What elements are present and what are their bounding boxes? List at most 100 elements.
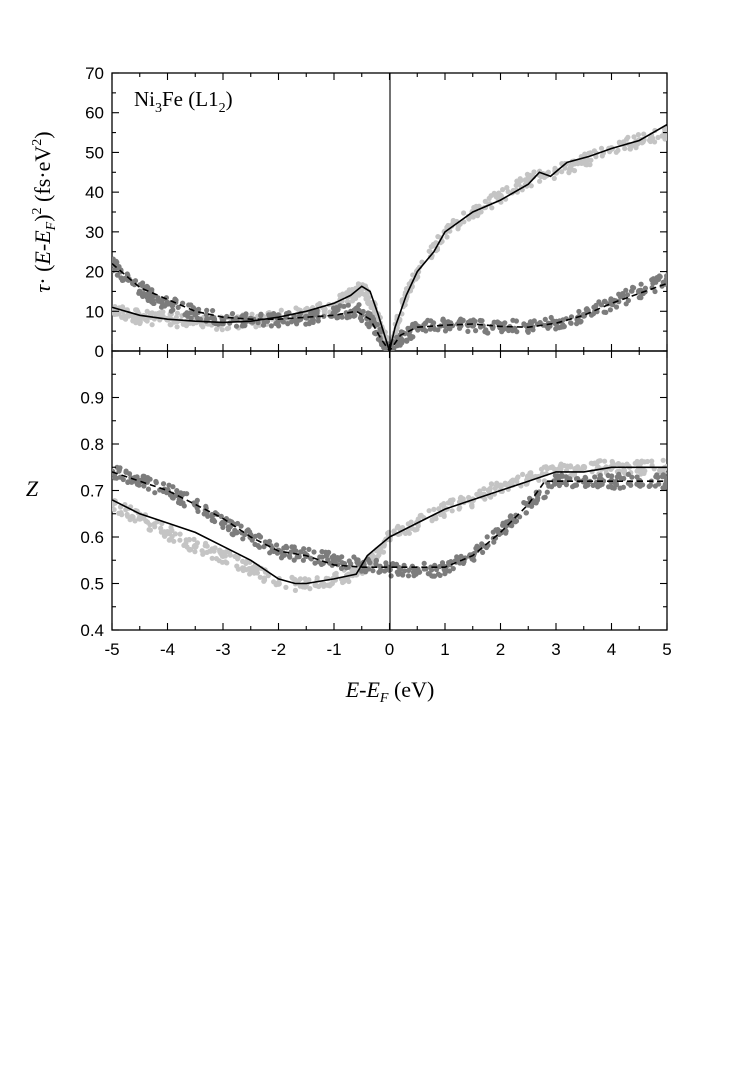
bottom-scatter-dot [592, 474, 598, 480]
bottom-scatter-dot [225, 524, 231, 530]
top-scatter-dot [621, 139, 627, 145]
bottom-scatter-dot [498, 484, 504, 490]
bottom-scatter-dot [479, 541, 485, 547]
top-scatter-dot [315, 318, 321, 324]
bottom-scatter-dot [641, 459, 648, 465]
bottom-scatter-dot [536, 477, 542, 483]
top-scatter-dot [433, 240, 439, 246]
top-scatter-dot [345, 302, 351, 308]
top-scatter-dot [635, 132, 642, 138]
bottom-scatter-dot [435, 571, 441, 577]
bottom-scatter-dot [339, 554, 345, 560]
top-scatter-dot [457, 325, 463, 331]
bottom-scatter-dot [235, 520, 241, 527]
top-scatter-dot [229, 311, 236, 317]
top-scatter-dot [432, 326, 438, 332]
bottom-scatter-dot [312, 582, 318, 588]
top-scatter-dot [120, 277, 126, 283]
bottom-scatter-dot [436, 506, 442, 512]
bottom-scatter-dot [179, 492, 185, 498]
bottom-scatter-dot [261, 578, 267, 584]
top-scatter-dot [317, 301, 323, 307]
bottom-scatter-dot [489, 481, 495, 487]
bottom-scatter-dot [657, 467, 663, 473]
top-scatter-dot [148, 293, 154, 299]
top-scatter-dot [627, 146, 634, 152]
bottom-y-tick-label: 0.8 [80, 435, 104, 454]
bottom-scatter-dot [292, 587, 298, 594]
top-scatter-dot [139, 283, 146, 289]
top-scatter-dot [255, 320, 261, 326]
top-scatter-dot [338, 294, 344, 300]
top-y-tick-label: 20 [85, 263, 104, 282]
top-scatter-dot [173, 297, 179, 303]
top-scatter-dot [170, 307, 176, 313]
bottom-scatter-dot [433, 566, 440, 573]
top-scatter-dot [415, 274, 421, 280]
bottom-scatter-dot [254, 570, 260, 576]
top-scatter-dot [174, 324, 180, 330]
bottom-scatter-dot [234, 563, 240, 569]
bottom-scatter-dot [542, 494, 548, 500]
bottom-scatter-dot [508, 513, 514, 519]
top-scatter-dot [501, 321, 507, 327]
top-scatter-dot [603, 309, 609, 315]
bottom-scatter-dot [116, 468, 122, 474]
top-scatter-dot [601, 298, 608, 304]
bottom-scatter-dot [301, 546, 307, 552]
top-scatter-dot [379, 342, 385, 348]
top-scatter-dot [461, 210, 467, 216]
top-scatter-dot [406, 332, 412, 338]
bottom-scatter-dot [431, 506, 437, 512]
bottom-scatter-dot [620, 462, 626, 468]
top-scatter-dot [475, 211, 481, 217]
bottom-scatter-dot [546, 483, 552, 489]
bottom-scatter-dot [652, 483, 659, 489]
bottom-scatter-dot [610, 460, 616, 466]
top-scatter-dot [276, 323, 282, 329]
bottom-scatter-dot [171, 538, 177, 544]
bottom-scatter-dot [481, 486, 487, 492]
bottom-scatter-dot [194, 540, 200, 546]
bottom-scatter-dot [543, 464, 549, 470]
top-scatter-dot [513, 318, 520, 324]
bottom-scatter-dot [373, 561, 379, 567]
compound-annotation: Ni3Fe (L12) [134, 87, 233, 116]
top-scatter-dot [656, 273, 663, 279]
top-scatter-dot [583, 161, 589, 168]
bottom-scatter-dot [250, 569, 256, 575]
bottom-scatter-dot [370, 568, 376, 574]
top-scatter-dot [399, 340, 405, 346]
bottom-scatter-dot [448, 500, 455, 506]
bottom-scatter-dot [484, 534, 490, 540]
bottom-scatter-dot [450, 566, 456, 572]
bottom-scatter-dot [144, 519, 151, 525]
top-scatter-dot [157, 310, 163, 316]
bottom-scatter-dot [408, 519, 414, 525]
bottom-scatter-dot [609, 473, 615, 479]
top-scatter-dot [293, 305, 299, 311]
bottom-scatter-dot [112, 475, 118, 481]
bottom-scatter-dot [145, 486, 152, 492]
top-scatter-dot [203, 312, 209, 318]
bottom-scatter-dot [429, 518, 435, 524]
bottom-scatter-dot [252, 533, 259, 539]
bottom-scatter-dot [123, 469, 129, 475]
bottom-scatter-dot [402, 568, 408, 574]
top-scatter-dot [372, 330, 378, 336]
top-scatter-dot [607, 307, 614, 313]
bottom-scatter-dot [290, 548, 296, 554]
top-scatter-dot [354, 291, 360, 297]
bottom-scatter-dot [602, 458, 608, 464]
top-scatter-dot [294, 321, 300, 327]
bottom-scatter-dot [660, 457, 666, 463]
top-scatter-dot [415, 327, 421, 333]
bottom-scatter-dot [281, 545, 287, 551]
top-scatter-dot [239, 323, 245, 329]
bottom-scatter-dot [114, 464, 120, 470]
top-scatter-dot [219, 327, 225, 333]
bottom-scatter-dot [306, 578, 312, 584]
bottom-scatter-dot [224, 560, 230, 566]
bottom-scatter-dot [557, 465, 564, 471]
top-scatter-dot [334, 315, 340, 321]
